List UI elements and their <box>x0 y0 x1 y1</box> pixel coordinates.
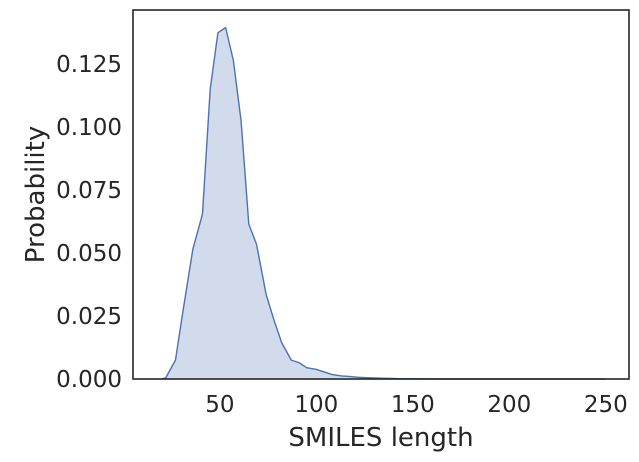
x-tick-label: 100 <box>294 392 338 418</box>
plot-area <box>161 26 606 380</box>
x-axis: 50 100 150 200 250 <box>205 392 628 418</box>
x-tick-label: 50 <box>205 392 234 418</box>
x-tick-label: 200 <box>487 392 531 418</box>
y-axis-label: Probability <box>21 126 51 263</box>
plot-frame <box>132 9 630 380</box>
y-tick-label: 0.025 <box>56 304 122 330</box>
x-axis-label: SMILES length <box>288 423 473 453</box>
y-tick-label: 0.125 <box>56 52 122 78</box>
density-area-fill <box>161 27 606 379</box>
y-tick-label: 0.075 <box>56 178 122 204</box>
y-tick-label: 0.050 <box>56 241 122 267</box>
x-tick-label: 250 <box>584 392 628 418</box>
x-tick-label: 150 <box>391 392 435 418</box>
y-tick-label: 0.100 <box>56 115 122 141</box>
y-tick-label: 0.000 <box>56 367 122 393</box>
y-axis: 0.000 0.025 0.050 0.075 0.100 0.125 <box>56 52 122 393</box>
